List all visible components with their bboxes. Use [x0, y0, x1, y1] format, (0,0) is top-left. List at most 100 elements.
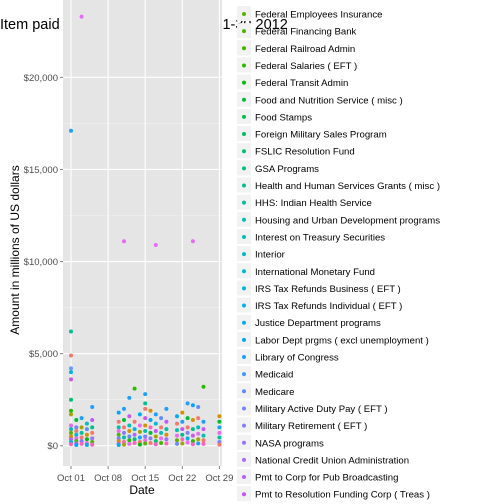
- legend-key-dot: [242, 406, 246, 411]
- data-point: [180, 432, 185, 437]
- legend-item: National Credit Union Administration: [237, 451, 409, 467]
- data-point: [122, 406, 126, 411]
- legend-label: Housing and Urban Development programs: [255, 215, 440, 226]
- legend-label: IRS Tax Refunds Business ( EFT ): [255, 284, 401, 295]
- legend-label: Labor Dept prgms ( excl unemployment ): [255, 335, 429, 346]
- y-tick-label: $20,000: [24, 73, 58, 84]
- x-tick-label: Oct 22: [168, 473, 196, 484]
- data-point: [69, 377, 73, 382]
- legend-label: Interior: [255, 250, 286, 261]
- legend-key-dot: [242, 303, 246, 308]
- data-point: [69, 437, 73, 442]
- data-point: [217, 414, 222, 419]
- data-point: [175, 433, 179, 438]
- data-point: [132, 437, 137, 442]
- data-point: [180, 441, 185, 446]
- data-point: [159, 416, 164, 421]
- legend-key-dot: [242, 337, 246, 342]
- data-point: [69, 412, 73, 417]
- legend-label: Food Stamps: [255, 112, 312, 123]
- data-point: [217, 442, 222, 447]
- legend-label: Pmt to Corp for Pub Broadcasting: [255, 473, 398, 484]
- data-point: [190, 417, 195, 422]
- data-point: [74, 417, 79, 422]
- data-point: [69, 370, 73, 375]
- legend-label: Foreign Military Sales Program: [255, 130, 387, 141]
- legend-key-dot: [242, 234, 246, 239]
- data-point: [69, 430, 73, 435]
- data-point: [69, 434, 73, 439]
- data-point: [74, 432, 79, 437]
- x-tick-label: Oct 15: [131, 473, 159, 484]
- legend-label: National Credit Union Administration: [255, 455, 409, 466]
- data-point: [127, 414, 132, 419]
- data-point: [164, 432, 169, 437]
- legend-label: Federal Railroad Admin: [255, 44, 355, 55]
- data-point: [201, 438, 206, 443]
- grid-lines: [63, 0, 222, 466]
- data-point: [185, 436, 190, 441]
- legend-item: Medicaid: [237, 366, 293, 382]
- data-point: [84, 437, 89, 442]
- legend-key-dot: [242, 63, 246, 68]
- data-point: [132, 432, 137, 437]
- data-point: [143, 416, 148, 421]
- legend-label: Health and Human Services Grants ( misc …: [255, 181, 440, 192]
- data-point: [201, 427, 206, 432]
- data-point: [116, 439, 121, 444]
- legend-label: NASA programs: [255, 438, 324, 449]
- data-point: [122, 435, 126, 440]
- data-point: [116, 429, 121, 434]
- legend-item: Military Retirement ( EFT ): [237, 417, 367, 433]
- data-point: [175, 428, 179, 433]
- legend-item: Labor Dept prgms ( excl unemployment ): [237, 331, 429, 347]
- y-tick-label: $15,000: [24, 165, 58, 176]
- data-point: [185, 416, 190, 421]
- legend-key-dot: [242, 149, 246, 154]
- data-point: [69, 427, 73, 432]
- legend-label: FSLIC Resolution Fund: [255, 147, 355, 158]
- data-point: [164, 427, 169, 432]
- legend-item: Justice Department programs: [237, 314, 381, 330]
- legend-item: IRS Tax Refunds Business ( EFT ): [237, 280, 401, 296]
- data-point: [185, 430, 190, 435]
- data-point: [137, 435, 142, 440]
- data-point: [185, 425, 190, 430]
- data-point: [148, 417, 153, 422]
- data-point: [196, 431, 201, 436]
- data-point: [90, 442, 95, 447]
- data-point: [84, 432, 89, 437]
- legend: Federal Employees Insurance Federal Finan…: [237, 6, 440, 502]
- legend-label: Military Retirement ( EFT ): [255, 421, 367, 432]
- data-point: [79, 425, 84, 430]
- legend-item: Federal Employees Insurance: [237, 6, 382, 21]
- data-point: [190, 427, 195, 432]
- legend-item: FSLIC Resolution Fund: [237, 143, 355, 159]
- data-point: [196, 425, 201, 430]
- data-point: [74, 443, 79, 448]
- data-point: [143, 438, 148, 443]
- data-point: [196, 441, 201, 446]
- legend-item: Interest on Treasury Securities: [237, 228, 385, 244]
- legend-item: Library of Congress: [237, 349, 339, 364]
- data-point: [74, 425, 79, 430]
- legend-item: Health and Human Services Grants ( misc …: [237, 177, 440, 193]
- legend-label: Medicaid: [255, 370, 293, 381]
- data-point: [196, 416, 201, 421]
- data-point: [153, 442, 158, 447]
- data-point: [132, 440, 137, 445]
- data-point: [69, 442, 73, 447]
- data-point: [116, 425, 121, 430]
- data-point: [196, 437, 201, 442]
- legend-label: Federal Transit Admin: [255, 78, 348, 89]
- x-axis-ticks: Oct 01 Oct 08 Oct 15 Oct 22 Oct 29: [57, 466, 233, 484]
- y-axis-label: Amount in millions of US dollars: [8, 165, 22, 334]
- legend-item: NASA programs: [237, 434, 324, 450]
- data-point: [143, 441, 148, 446]
- x-tick-label: Oct 29: [205, 473, 233, 484]
- data-point: [132, 419, 137, 424]
- data-point: [69, 353, 73, 358]
- legend-key-dot: [242, 389, 246, 394]
- data-point: [116, 419, 121, 424]
- legend-label: Military Active Duty Pay ( EFT ): [255, 404, 388, 415]
